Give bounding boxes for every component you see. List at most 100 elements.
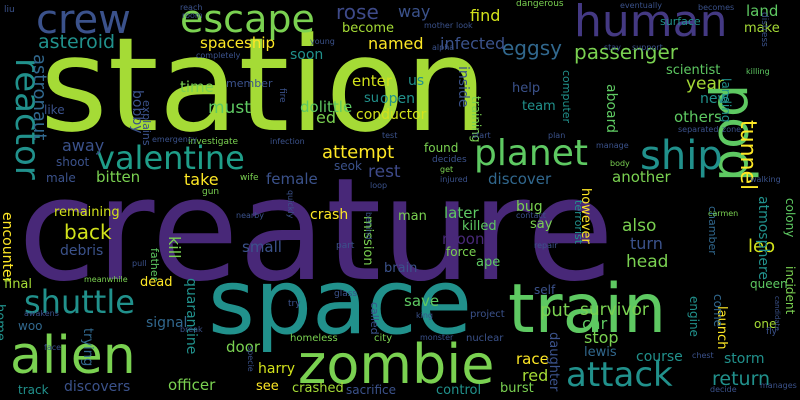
word-decides: decides [432,155,467,165]
word-say: say [530,217,553,232]
word-dangerous: dangerous [516,0,564,9]
word-force: force [446,245,477,259]
word-open: open [380,91,415,107]
word-aboard: aboard [603,84,619,134]
word-spaceship: spaceship [200,34,276,52]
word-support: support [632,43,663,52]
word-wife: wife [240,173,259,183]
word-male: male [46,171,76,185]
word-self: self [534,283,556,297]
word-behind: behind [364,212,373,240]
word-dead: dead [140,275,173,290]
word-daughter: daughter [546,332,561,392]
word-track: track [18,383,49,397]
word-inside: inside [455,66,471,108]
word-plan: plan [548,131,566,140]
word-crashed: crashed [292,381,344,396]
word-infection: infection [270,137,305,146]
word-make: make [744,21,780,36]
word-zombie: zombie [298,333,495,396]
word-another: another [612,168,671,186]
word-father: father [148,248,161,282]
word-nearby: nearby [236,211,264,220]
word-survivor: survivor [580,300,649,320]
word-shuttle: shuttle [24,283,135,321]
word-ship: ship [640,133,723,179]
word-shoot: shoot [56,155,90,169]
word-face: face [44,343,62,352]
word-explains: explains [140,100,153,146]
word-colony: colony [783,198,797,238]
word-killed: killed [462,219,497,234]
word-stop: stop [584,328,619,347]
word-discovers: discovers [64,379,131,395]
word-stay: stay [604,43,621,52]
word-kill: kill [165,236,184,259]
word-rose: rose [336,0,379,24]
word-killing: killing [746,67,770,76]
word-becomes: becomes [698,3,735,12]
word-pull: pull [132,259,147,268]
word-called: called [368,302,381,335]
word-mother: mother [424,21,454,30]
word-see: see [256,379,279,394]
word-carmen: carmen [708,209,739,218]
word-time: time [180,78,214,96]
word-human: human [574,0,728,47]
word-try: try [288,299,301,309]
word-one: one [754,317,777,331]
word-control: control [436,383,482,398]
word-course: course [636,349,683,365]
word-named: named [368,34,424,53]
word-burst: burst [500,381,534,396]
word-become: become [342,21,395,36]
word-red: red [522,366,549,385]
word-part: part [336,241,355,251]
word-member: member [226,77,273,90]
word-leo: leo [748,236,776,257]
word-escape: escape [180,0,315,41]
word-awakens: awakens [24,309,59,318]
word-train: train [508,270,667,349]
word-soon: soon [290,47,324,63]
word-new: new [700,91,729,107]
word-race: race [516,350,549,368]
word-like: like [44,103,65,117]
word-glass: glass [334,289,358,299]
word-manages: manages [760,381,797,390]
word-repair: repair [534,241,558,250]
word-female: female [266,170,318,188]
word-scientist: scientist [666,63,721,78]
word-fire: fire [277,88,287,103]
word-creature: creature [18,148,615,313]
word-must: must [208,98,251,118]
word-ape: ape [476,255,501,270]
word-way: way [398,2,431,21]
word-get: get [440,165,454,174]
word-distress: distress [759,12,769,47]
word-put: put [540,300,570,321]
word-later: later [444,204,479,222]
word-away: away [62,136,105,155]
word-take: take [184,170,219,189]
word-king: king [416,311,434,320]
word-liu: liu [4,5,15,15]
word-dolittle: dolittle [300,98,353,116]
word-meanwhile: meanwhile [84,275,128,284]
word-brain: brain [384,261,418,276]
word-alien: alien [10,326,136,386]
word-engine: engine [687,296,701,337]
word-break: break [180,325,203,334]
word-car: car [582,314,608,333]
word-computer: computer [560,70,573,124]
word-year: year [686,74,724,94]
word-crash: crash [310,207,349,223]
word-monster: monster [420,333,454,342]
word-found: found [424,141,459,155]
word-ed: ed [316,108,336,127]
word-quickly: quickly [286,190,295,219]
word-contact: contact [516,211,546,220]
word-space: space [208,250,473,355]
word-city: city [374,333,393,344]
word-officer: officer [168,376,216,394]
